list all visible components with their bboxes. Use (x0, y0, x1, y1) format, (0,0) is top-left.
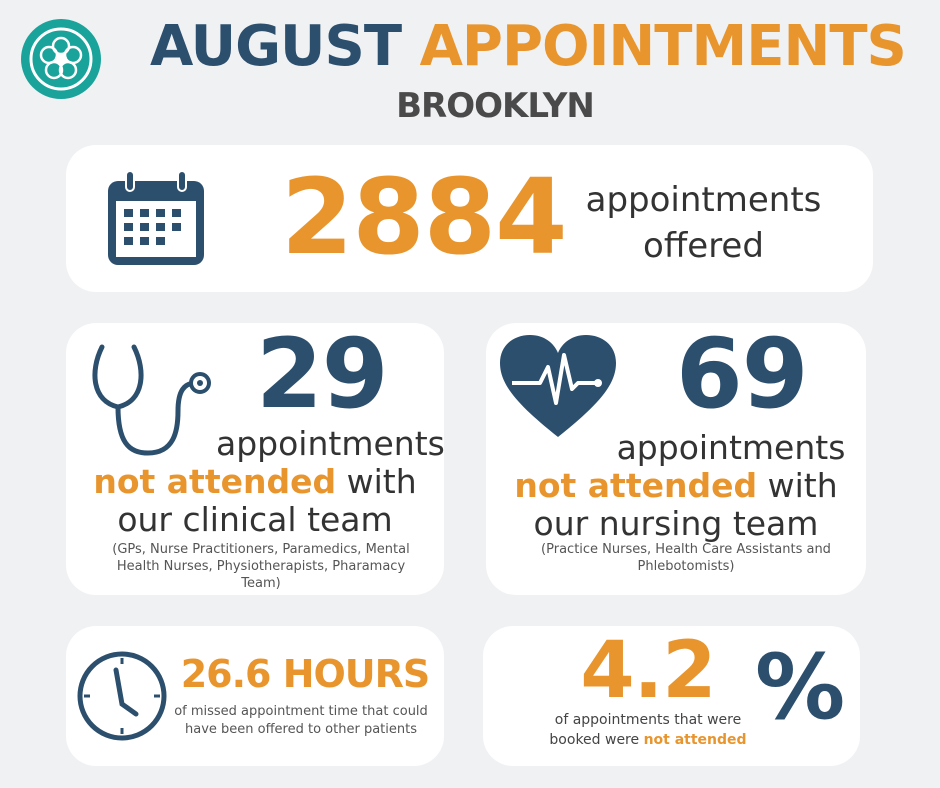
percent-line-start: booked were (549, 732, 640, 748)
clinical-line: appointments (216, 424, 445, 463)
clinical-card: 29 appointments not attended with our cl… (66, 319, 445, 595)
clock-icon (77, 651, 167, 741)
offered-label-line: appointments (585, 180, 822, 220)
hours-description: of missed appointment time that could ha… (174, 704, 428, 737)
percent-symbol: % (755, 635, 845, 740)
clinical-text: appointments not attended with our clini… (66, 425, 444, 539)
offered-label-line: offered (643, 226, 764, 266)
subtitle: BROOKLYN (396, 86, 595, 126)
title: AUGUST APPOINTMENTS (150, 14, 907, 80)
title-left: AUGUST (150, 14, 402, 79)
clinical-highlight: not attended (93, 462, 337, 501)
offered-number: 2884 (281, 156, 567, 278)
nursing-text: appointments not attended with our nursi… (486, 429, 866, 543)
nursing-rest: with (767, 466, 838, 505)
offered-card: 2884 appointments offered (66, 145, 873, 292)
percent-value: 4.2 (580, 626, 716, 716)
nursing-note: (Practice Nurses, Health Care Assistants… (541, 542, 831, 574)
nursing-card: 69 appointments not attended with our nu… (486, 319, 866, 595)
percent-line: of appointments that were (554, 712, 742, 728)
clinical-number: 29 (256, 318, 389, 430)
percent-line: booked were not attended (533, 730, 763, 750)
calendar-icon (108, 170, 204, 265)
title-right: APPOINTMENTS (419, 14, 907, 79)
hours-value: 26.6 HOURS (180, 652, 431, 696)
nursing-line: not attended with (486, 467, 866, 505)
nursing-highlight: not attended (514, 466, 758, 505)
clinical-note: (GPs, Nurse Practitioners, Paramedics, M… (112, 542, 410, 591)
heart-icon (500, 335, 616, 437)
clinical-rest: with (346, 462, 417, 501)
percent-card: 4.2 % of appointments that were booked w… (483, 626, 860, 766)
nursing-line: appointments (616, 428, 846, 467)
clinical-line: not attended with (66, 463, 444, 501)
offered-label: appointments offered (566, 177, 841, 269)
percent-description: of appointments that were booked were no… (533, 710, 763, 750)
hours-card: 26.6 HOURS of missed appointment time th… (66, 626, 444, 766)
percent-highlight: not attended (643, 732, 747, 748)
clinical-line: our clinical team (117, 500, 393, 539)
nursing-number: 69 (676, 318, 809, 430)
stethoscope-icon (92, 344, 211, 456)
nursing-line: our nursing team (533, 504, 819, 543)
logo (21, 19, 101, 99)
